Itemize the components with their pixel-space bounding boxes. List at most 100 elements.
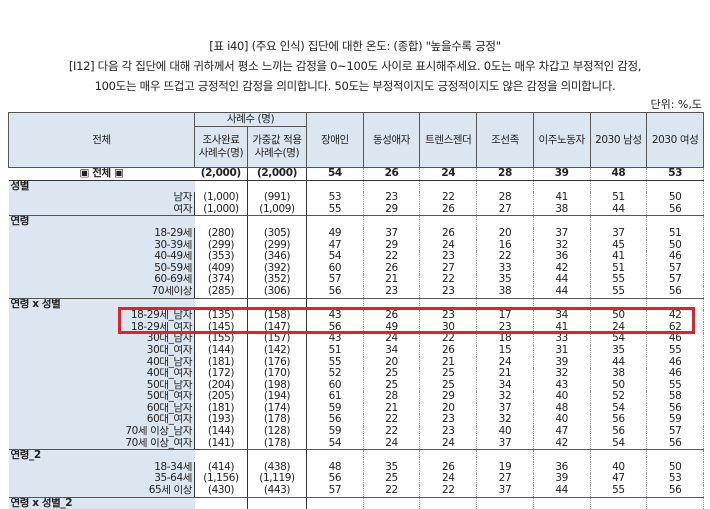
completed-count: (205) (194, 391, 248, 403)
weighted-count: (305) (247, 227, 307, 240)
value-cell: 26 (363, 310, 421, 322)
value-cell: 44 (590, 356, 648, 369)
value-cell: 40 (533, 391, 591, 403)
completed-count: (181) (194, 356, 248, 369)
header-col: 동성애자 (362, 112, 421, 168)
completed-count: (204) (194, 379, 248, 392)
table-row: 40대_남자 (181) (176) 55 20 21 24 39 44 46 (8, 356, 704, 369)
value-cell: 24 (419, 239, 478, 252)
value-cell: 32 (533, 368, 591, 380)
row-label: 60대_남자 (8, 402, 195, 415)
value-cell: 36 (533, 461, 591, 474)
value-cell: 24 (363, 437, 421, 451)
completed-count: (141) (194, 437, 248, 451)
section-header: 연령 x 성별_2 (8, 497, 704, 509)
weighted-count: (1,119) (247, 473, 307, 486)
value-cell: 57 (646, 262, 704, 275)
weighted-count: (174) (247, 402, 307, 415)
value-cell: 59 (306, 426, 364, 438)
value-cell: 22 (476, 251, 534, 263)
highlight-box (118, 307, 695, 334)
value-cell: 20 (476, 227, 534, 240)
value-cell: 25 (419, 368, 478, 380)
value-cell: 36 (533, 251, 591, 263)
completed-count: (409) (194, 262, 248, 275)
table-row: 60-69세 (374) (352) 57 21 22 35 44 55 57 (8, 274, 704, 286)
value-cell: 51 (590, 262, 648, 275)
value-cell: 21 (363, 274, 421, 286)
value-cell: 50 (646, 192, 704, 204)
header-sample-completed: 조사완료 사례수(명) (194, 126, 248, 168)
value-cell: 49 (306, 227, 364, 240)
value-cell: 56 (646, 203, 704, 217)
section-title: 연령 (8, 215, 195, 228)
row-label: 70세 이상_남자 (8, 426, 195, 438)
weighted-count: (198) (247, 379, 307, 392)
value-cell: 43 (306, 333, 364, 345)
value-cell: 23 (419, 414, 478, 427)
value-cell: 56 (646, 285, 704, 299)
value-cell: 44 (590, 203, 648, 217)
table-title: [표 i40] (주요 인식) 집단에 대한 온도: (종합) "높을수록 긍정… (209, 39, 501, 53)
value-cell: 24 (419, 437, 478, 451)
value-cell: 15 (476, 344, 534, 357)
value-cell: 42 (646, 310, 704, 322)
row-label: 여자 (8, 203, 195, 217)
completed-count: (430) (194, 485, 248, 498)
value-cell: 55 (306, 203, 364, 217)
row-label: ▣ 전체 ▣ (8, 167, 195, 181)
table-row: 50-59세 (409) (392) 60 26 27 33 42 51 57 (8, 262, 704, 275)
value-cell: 35 (590, 344, 648, 357)
table-row: 70세 이상_남자 (144) (128) 59 22 23 40 47 56 57 (8, 426, 704, 438)
value-cell: 46 (646, 251, 704, 263)
value-cell: 56 (590, 426, 648, 438)
value-cell: 37 (476, 437, 534, 451)
table-row: 50대_남자 (204) (198) 60 25 25 34 43 50 55 (8, 379, 704, 392)
value-cell: 32 (476, 391, 534, 403)
value-cell: 34 (476, 379, 534, 392)
row-label: 30-39세 (8, 239, 195, 252)
value-cell: 50 (646, 461, 704, 474)
value-cell: 24 (419, 167, 478, 181)
table-row: 65세 이상 (430) (443) 57 22 22 37 44 55 56 (8, 485, 704, 498)
section-header: 연령 (8, 215, 704, 228)
value-cell: 41 (590, 251, 648, 263)
value-cell: 54 (590, 437, 648, 451)
unit-label: 단위: %,도 (650, 98, 702, 111)
value-cell: 55 (590, 274, 648, 286)
value-cell: 55 (306, 356, 364, 369)
value-cell: 24 (363, 333, 421, 345)
data-table: 전체 사례수 (명) 장애인 동성애자 트렌스젠더 조선족 이주노동자 2030… (8, 112, 704, 509)
weighted-count: (157) (247, 333, 307, 345)
completed-count: (285) (194, 285, 248, 299)
value-cell: 35 (476, 274, 534, 286)
value-cell: 39 (533, 473, 591, 486)
table-row: 40대_여자 (172) (170) 52 25 25 21 32 38 46 (8, 368, 704, 380)
value-cell: 48 (590, 167, 648, 181)
row-label: 40대_여자 (8, 368, 195, 380)
value-cell: 31 (533, 344, 591, 357)
value-cell: 48 (533, 402, 591, 415)
completed-count: (144) (194, 344, 248, 357)
value-cell: 28 (476, 167, 534, 181)
weighted-count: (158) (247, 310, 307, 322)
value-cell: 44 (533, 274, 591, 286)
weighted-count: (142) (247, 344, 307, 357)
value-cell: 28 (363, 391, 421, 403)
header-col: 2030 남성 (589, 112, 648, 168)
completed-count: (414) (194, 461, 248, 474)
value-cell: 56 (306, 285, 364, 299)
header-col: 트렌스젠더 (419, 112, 478, 168)
row-label: 30대_여자 (8, 344, 195, 357)
completed-count: (1,156) (194, 473, 248, 486)
weighted-count: (178) (247, 414, 307, 427)
value-cell: 43 (533, 379, 591, 392)
weighted-count: (176) (247, 356, 307, 369)
weighted-count: (178) (247, 437, 307, 451)
value-cell: 24 (419, 473, 478, 486)
value-cell: 59 (646, 414, 704, 427)
value-cell: 22 (363, 414, 421, 427)
completed-count: (145) (194, 321, 248, 334)
value-cell: 26 (419, 203, 478, 217)
value-cell: 34 (363, 344, 421, 357)
